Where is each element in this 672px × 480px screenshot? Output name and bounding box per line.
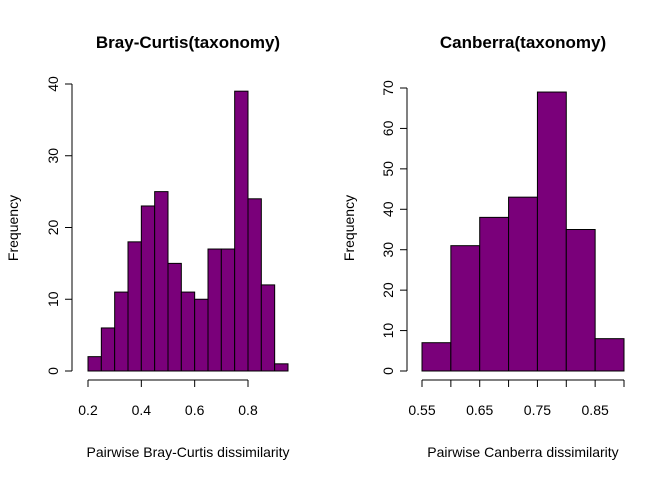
canberra-y-tick-label: 30: [380, 242, 396, 258]
bray-curtis-bar: [114, 291, 129, 372]
bray-curtis-y-tick-label: 20: [45, 220, 61, 236]
canberra-bar: [565, 229, 596, 372]
canberra-x-tick-label: 0.65: [466, 402, 493, 418]
bray-curtis-bar: [154, 191, 169, 372]
bray-curtis-y-axis: 0 10 20 30 40: [45, 76, 73, 375]
canberra-x-axis-label: Pairwise Canberra dissimilarity: [427, 444, 618, 460]
canberra-y-tick-label: 20: [380, 282, 396, 298]
bray-curtis-x-axis: 0.2 0.4 0.6 0.8: [78, 379, 258, 418]
bray-curtis-x-tick-label: 0.6: [185, 402, 205, 418]
canberra-y-tick-label: 40: [380, 201, 396, 217]
canberra-x-tick-label: 0.85: [582, 402, 609, 418]
bray-curtis-bar: [234, 90, 249, 372]
canberra-y-tick-label: 60: [380, 120, 396, 136]
canberra-bar: [450, 245, 481, 372]
bray-curtis-bars: [87, 90, 289, 372]
canberra-bar: [508, 196, 538, 372]
canberra-bar: [421, 342, 452, 372]
canberra-x-tick-label: 0.55: [408, 402, 435, 418]
bray-curtis-bar: [247, 198, 262, 372]
bray-curtis-panel: Bray-Curtis(taxonomy) Pairwise Bray-Curt…: [5, 33, 290, 460]
canberra-x-tick-label: 0.75: [524, 402, 551, 418]
canberra-y-tick-label: 50: [380, 161, 396, 177]
bray-curtis-y-tick-label: 40: [45, 76, 61, 92]
bray-curtis-x-axis-label: Pairwise Bray-Curtis dissimilarity: [86, 444, 289, 460]
bray-curtis-y-axis-label: Frequency: [5, 195, 21, 261]
bray-curtis-bar: [180, 291, 196, 372]
bray-curtis-bar: [167, 262, 182, 372]
canberra-bar: [479, 216, 510, 372]
bray-curtis-bar: [207, 248, 222, 372]
bray-curtis-bar: [274, 363, 289, 372]
canberra-y-axis: 0 10 20 30 40 50 60 70: [380, 80, 408, 375]
bray-curtis-x-tick-label: 0.8: [238, 402, 258, 418]
canberra-title: Canberra(taxonomy): [440, 33, 606, 52]
bray-curtis-y-tick-label: 30: [45, 148, 61, 164]
bray-curtis-bar: [260, 284, 276, 372]
bray-curtis-y-tick-label: 0: [45, 367, 61, 375]
bray-curtis-bar: [220, 248, 236, 372]
canberra-y-tick-label: 0: [380, 367, 396, 375]
canberra-bar: [594, 338, 625, 372]
bray-curtis-x-tick-label: 0.4: [132, 402, 152, 418]
bray-curtis-bar: [194, 298, 209, 372]
canberra-y-tick-label: 10: [380, 323, 396, 339]
bray-curtis-bar: [100, 327, 116, 372]
canberra-y-axis-label: Frequency: [341, 195, 357, 261]
canberra-x-axis: 0.55 0.65 0.75 0.85: [408, 379, 625, 418]
bray-curtis-y-tick-label: 10: [45, 291, 61, 307]
bray-curtis-bar: [87, 356, 102, 372]
canberra-y-tick-label: 70: [380, 80, 396, 96]
bray-curtis-bar: [127, 241, 142, 372]
canberra-bars: [421, 91, 625, 372]
bray-curtis-x-tick-label: 0.2: [78, 402, 98, 418]
bray-curtis-title: Bray-Curtis(taxonomy): [96, 33, 280, 52]
bray-curtis-bar: [140, 205, 156, 372]
canberra-panel: Canberra(taxonomy) Pairwise Canberra dis…: [341, 33, 625, 460]
canberra-bar: [536, 91, 567, 372]
